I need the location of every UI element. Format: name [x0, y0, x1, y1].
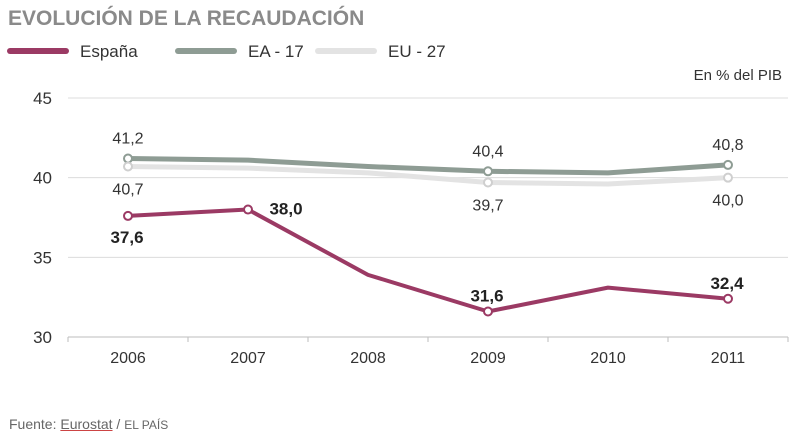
- series-line-eu27: [125, 164, 731, 187]
- unit-label: En % del PIB: [694, 67, 782, 84]
- legend-label-espana: España: [80, 42, 138, 61]
- data-label-eu27-2009: 39,7: [472, 197, 503, 214]
- y-axis: 30 35 40 45: [33, 89, 52, 347]
- x-tick-label: 2009: [470, 350, 506, 367]
- marker-ea17-2009: [483, 166, 493, 177]
- source-line: Fuente: Eurostat / EL PAÍS: [9, 416, 168, 432]
- data-label-espana-2006: 37,6: [110, 228, 143, 247]
- y-tick-label: 40: [33, 169, 52, 188]
- source-brand: EL PAÍS: [124, 418, 169, 432]
- marker-ea17-2006: [123, 153, 133, 164]
- data-labels: 37,6 38,0 31,6 32,4 41,2 40,4 40,8 40,7 39,7 40,0: [110, 131, 744, 306]
- legend: España EA - 17 EU - 27: [7, 42, 446, 61]
- marker-ea17-2011: [723, 159, 733, 170]
- data-label-ea17-2009: 40,4: [472, 143, 503, 160]
- source-prefix: Fuente:: [9, 416, 61, 432]
- data-label-eu27-2011: 40,0: [712, 193, 743, 210]
- y-tick-label: 30: [33, 328, 52, 347]
- legend-label-eu27: EU - 27: [388, 42, 446, 61]
- marker-eu27-2009: [483, 177, 493, 188]
- marker-eu27-2011: [723, 172, 733, 183]
- x-tick-label: 2007: [230, 350, 266, 367]
- gridlines: [68, 97, 788, 338]
- data-label-ea17-2006: 41,2: [112, 131, 143, 148]
- marker-espana-2009: [483, 306, 493, 317]
- series-markers: [123, 153, 733, 317]
- x-tick-label: 2011: [711, 350, 746, 367]
- series-lines: [125, 156, 731, 314]
- marker-espana-2011: [723, 293, 733, 304]
- series-line-espana: [126, 207, 730, 314]
- marker-espana-2006: [123, 210, 133, 221]
- data-label-espana-2011: 32,4: [710, 274, 744, 293]
- marker-espana-2007: [243, 204, 253, 215]
- source-separator: /: [112, 416, 125, 432]
- x-tick-label: 2010: [590, 350, 626, 367]
- data-label-ea17-2011: 40,8: [712, 137, 743, 154]
- legend-label-ea17: EA - 17: [248, 42, 304, 61]
- x-tick-label: 2006: [110, 350, 146, 367]
- x-axis: 2006 2007 2008 2009 2010 2011: [67, 336, 789, 367]
- y-tick-label: 45: [33, 89, 52, 108]
- data-label-espana-2009: 31,6: [470, 287, 503, 306]
- data-label-espana-2007: 38,0: [269, 200, 302, 219]
- source-link-eurostat[interactable]: Eurostat: [60, 416, 113, 432]
- x-tick-label: 2008: [350, 350, 386, 367]
- chart-title: EVOLUCIÓN DE LA RECAUDACIÓN: [8, 6, 364, 30]
- data-label-eu27-2006: 40,7: [112, 182, 143, 199]
- series-line-ea17: [125, 156, 731, 176]
- marker-eu27-2006: [123, 161, 133, 172]
- y-tick-label: 35: [33, 248, 52, 267]
- line-chart: EVOLUCIÓN DE LA RECAUDACIÓN España EA - …: [7, 6, 789, 367]
